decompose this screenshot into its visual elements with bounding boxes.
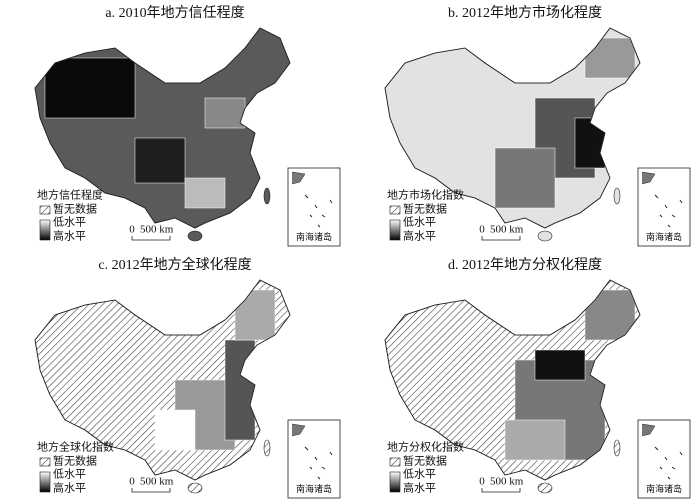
legend-label: 暂无数据 <box>53 202 97 216</box>
legend-title: 地方分权化指数 <box>387 440 464 454</box>
scale-bar <box>481 488 521 493</box>
legend-swatch-nodata <box>39 205 51 215</box>
scale-label: 500 km <box>140 476 174 488</box>
inset-islands <box>654 446 683 480</box>
legend-swatch-gradient <box>39 219 51 241</box>
inset-islands <box>654 194 683 228</box>
scale-label: 500 km <box>140 224 174 236</box>
region <box>234 289 276 341</box>
scale-bar <box>481 236 521 241</box>
region <box>154 409 196 451</box>
legend-swatch-gradient <box>389 219 401 241</box>
region <box>534 349 586 381</box>
inset-coast <box>641 171 656 185</box>
panel-title: d. 2012年地方分权化程度 <box>448 257 602 273</box>
legend-label: 低水平 <box>53 216 86 229</box>
scale-label: 0 <box>129 224 135 236</box>
inset-islands <box>304 446 333 480</box>
region <box>574 117 606 169</box>
panel-title: c. 2012年地方全球化程度 <box>98 256 251 273</box>
region <box>204 97 246 129</box>
hainan <box>537 230 553 242</box>
scale-label: 500 km <box>490 476 524 488</box>
legend-label: 高水平 <box>403 481 436 495</box>
inset-coast <box>291 423 306 437</box>
inset-coast <box>291 171 306 185</box>
inset-label: 南海诸岛 <box>296 231 332 242</box>
legend-label: 高水平 <box>53 481 86 495</box>
legend-title: 地方市场化指数 <box>387 188 464 202</box>
legend-swatch-gradient <box>389 471 401 493</box>
panel-title: b. 2012年地方市场化程度 <box>448 4 602 21</box>
legend-swatch-nodata <box>389 205 401 215</box>
scale-label: 0 <box>479 476 485 488</box>
china-map <box>34 27 291 242</box>
inset-label: 南海诸岛 <box>646 483 682 494</box>
legend-swatch-gradient <box>39 471 51 493</box>
region-fills <box>44 57 246 209</box>
scale-label: 0 <box>129 476 135 488</box>
scale-bar <box>131 236 171 241</box>
hainan <box>187 230 203 242</box>
taiwan <box>263 439 271 457</box>
china-map <box>384 279 641 494</box>
inset-label: 南海诸岛 <box>296 483 332 494</box>
scale-label: 500 km <box>490 224 524 236</box>
hainan <box>187 482 203 494</box>
legend-label: 低水平 <box>403 468 436 481</box>
china-map <box>384 27 641 242</box>
scale-label: 0 <box>479 224 485 236</box>
legend-swatch-nodata <box>39 457 51 467</box>
legend-swatch-nodata <box>389 457 401 467</box>
region <box>224 339 256 441</box>
region-fills <box>494 37 636 209</box>
legend-label: 暂无数据 <box>53 454 97 468</box>
region <box>504 419 566 461</box>
inset-coast <box>641 423 656 437</box>
legend-title: 地方信任程度 <box>37 188 103 202</box>
scale-bar <box>131 488 171 493</box>
legend-label: 暂无数据 <box>403 202 447 216</box>
taiwan <box>263 187 271 205</box>
panel-title: a. 2010年地方信任程度 <box>105 5 244 21</box>
legend-label: 低水平 <box>53 468 86 481</box>
legend-label: 低水平 <box>403 216 436 229</box>
region <box>584 37 636 79</box>
region <box>584 289 636 341</box>
region <box>44 57 136 119</box>
legend-label: 暂无数据 <box>403 454 447 468</box>
region-fills <box>504 289 636 461</box>
region <box>494 147 556 209</box>
region <box>184 177 226 209</box>
taiwan <box>613 439 621 457</box>
legend-title: 地方全球化指数 <box>37 440 114 454</box>
legend-label: 高水平 <box>403 229 436 243</box>
inset-islands <box>304 194 333 228</box>
legend-label: 高水平 <box>53 229 86 243</box>
hainan <box>537 482 553 494</box>
inset-label: 南海诸岛 <box>646 231 682 242</box>
region <box>134 137 186 184</box>
taiwan <box>613 187 621 205</box>
